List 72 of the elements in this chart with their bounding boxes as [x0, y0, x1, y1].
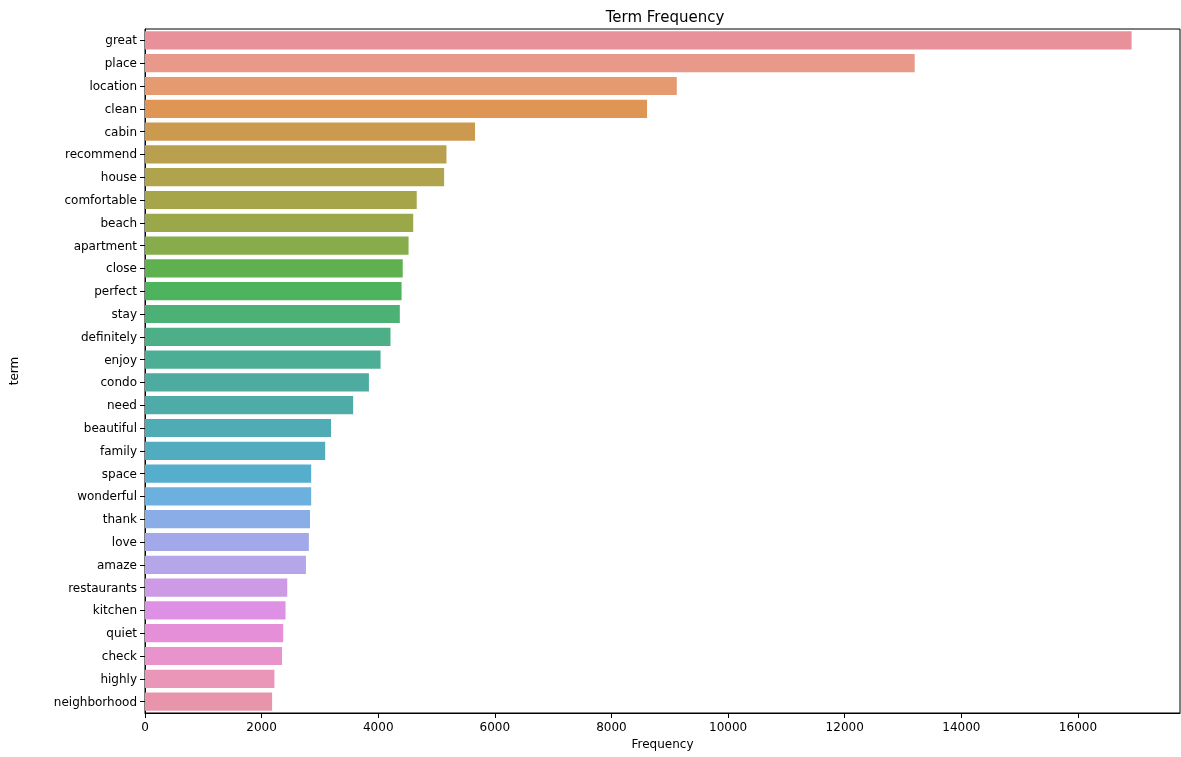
x-tick-label: 2000 — [246, 720, 277, 734]
y-tick-label: kitchen — [92, 603, 137, 618]
bar — [145, 601, 286, 620]
y-tick-label: space — [101, 466, 137, 481]
y-tick-label: neighborhood — [53, 694, 137, 709]
x-tick-label: 6000 — [479, 720, 511, 734]
bar — [145, 487, 312, 506]
bar — [145, 190, 417, 210]
y-tick-label: apartment — [73, 238, 138, 253]
bar — [145, 122, 476, 141]
y-tick-label: perfect — [94, 284, 138, 299]
bar — [145, 168, 445, 187]
bar — [145, 350, 381, 369]
bar — [145, 259, 403, 278]
bar — [145, 510, 311, 529]
y-tick-label: love — [111, 535, 137, 549]
bar — [145, 327, 391, 346]
bar — [145, 304, 400, 324]
x-tick-label: 10000 — [709, 720, 748, 734]
bar — [145, 578, 288, 597]
y-tick-label: definitely — [80, 329, 137, 344]
bar — [145, 464, 312, 483]
bar — [145, 669, 275, 688]
bar — [145, 99, 648, 118]
y-tick-label: clean — [104, 101, 137, 116]
y-tick-label: close — [106, 261, 137, 276]
y-tick-label: comfortable — [64, 193, 137, 207]
chart-title: Term Frequency — [604, 7, 725, 26]
x-axis-title: Frequency — [631, 736, 694, 751]
bar — [145, 76, 677, 96]
y-tick-label: highly — [100, 671, 137, 686]
bar — [145, 373, 369, 392]
x-tick-label: 16000 — [1058, 720, 1098, 734]
x-tick-label: 14000 — [942, 720, 981, 734]
x-tick-label: 4000 — [362, 720, 394, 734]
bar — [145, 396, 354, 415]
y-tick-label: restaurants — [68, 580, 137, 595]
y-tick-label: great — [105, 33, 138, 48]
bar — [145, 31, 1132, 50]
bar — [145, 441, 326, 460]
y-tick-label: enjoy — [104, 352, 137, 367]
x-tick-label: 0 — [141, 720, 149, 734]
bar — [145, 624, 284, 643]
y-tick-label: need — [107, 398, 137, 413]
bar — [145, 213, 414, 232]
y-tick-label: house — [100, 170, 137, 185]
y-tick-label: quiet — [106, 626, 138, 641]
bar — [145, 282, 402, 301]
bar — [145, 646, 283, 666]
y-axis-title: term — [7, 356, 21, 386]
y-tick-label: stay — [111, 307, 137, 321]
y-tick-label: condo — [100, 375, 137, 390]
x-tick-label: 12000 — [825, 720, 864, 734]
x-tick-label: 8000 — [596, 720, 627, 734]
y-tick-label: wonderful — [77, 489, 137, 504]
bar — [145, 236, 409, 255]
y-tick-label: location — [89, 79, 137, 93]
y-tick-label: beach — [100, 215, 137, 230]
bar — [145, 555, 306, 574]
y-tick-label: recommend — [65, 147, 137, 162]
y-tick-label: place — [104, 56, 137, 71]
y-tick-label: family — [99, 443, 137, 458]
bar — [145, 145, 447, 164]
bar — [145, 54, 915, 73]
y-tick-label: amaze — [96, 557, 137, 572]
y-tick-label: thank — [102, 512, 138, 527]
y-tick-label: check — [101, 649, 138, 663]
bar — [145, 532, 309, 552]
y-tick-label: cabin — [104, 124, 137, 139]
bar — [145, 418, 332, 438]
y-tick-label: beautiful — [83, 421, 137, 435]
bar — [145, 692, 273, 711]
